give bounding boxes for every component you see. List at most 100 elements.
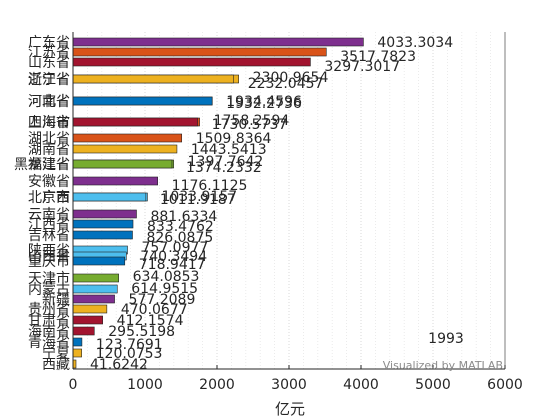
value-label: 826.0875 [146, 230, 213, 246]
bar [72, 176, 158, 186]
bar [72, 74, 235, 84]
x-tick-label: 4000 [343, 377, 379, 393]
value-label: 2300.9654 [253, 70, 329, 86]
value-label: 1033.9157 [161, 189, 237, 205]
credit-text: Visualized by MATLAB [383, 359, 503, 372]
value-label: 1934.4596 [226, 94, 302, 110]
x-axis-title: 亿元 [275, 400, 305, 418]
category-label: 广西 [42, 190, 70, 206]
bar [72, 144, 178, 154]
value-label: 3517.7823 [340, 49, 416, 65]
category-label: 辽宁省 [28, 71, 70, 88]
category-label: 内蒙古 [28, 282, 70, 298]
value-label: 123.7691 [96, 337, 163, 353]
value-label: 41.6242 [90, 357, 148, 373]
category-label: 吉林省 [28, 228, 70, 244]
bar [72, 315, 103, 325]
value-label: 833.4762 [147, 219, 214, 235]
category-label: 宁夏 [42, 345, 70, 362]
bar [72, 117, 198, 127]
bar [72, 326, 95, 336]
category-label: 北京市 [28, 189, 70, 206]
bar [72, 273, 119, 283]
value-label: 1397.7642 [188, 154, 264, 170]
value-label: 1758.2594 [214, 113, 290, 129]
value-label: 120.0753 [96, 346, 163, 362]
bar [72, 192, 147, 202]
category-label: 福建省 [28, 157, 70, 173]
bar [72, 230, 133, 240]
value-label: 470.0677 [121, 302, 188, 318]
category-label: 西藏 [42, 357, 70, 373]
category-label: 新疆 [42, 292, 70, 308]
category-label: 四川省 [28, 115, 70, 131]
category-label: 山西省 [28, 249, 70, 265]
bar [72, 337, 83, 347]
category-label: 江苏省 [28, 45, 70, 61]
category-label: 江西省 [28, 217, 70, 233]
category-label: 陕西省 [28, 243, 70, 259]
category-label: 广东省 [28, 35, 70, 51]
value-label: 577.2089 [129, 292, 196, 308]
category-label: 云南省 [28, 207, 70, 223]
value-label: 718.9417 [139, 257, 206, 273]
value-label: 881.6334 [150, 209, 217, 225]
x-tick-label: 5000 [415, 377, 451, 393]
category-label: 重庆市 [28, 253, 70, 270]
value-label: 757.0977 [142, 240, 209, 256]
category-label: 海南省 [28, 324, 70, 340]
category-label: 湖北省 [28, 131, 70, 147]
value-label: 634.0853 [133, 269, 200, 285]
x-tick-label: 3000 [271, 377, 307, 393]
value-labels: 4033.30343517.78233297.30172300.96542232… [90, 35, 453, 373]
category-label: 贵州省 [28, 302, 70, 318]
category-label: 青海省 [28, 335, 70, 351]
bar [72, 57, 311, 67]
bar [72, 209, 137, 219]
x-tick-label: 2000 [199, 377, 235, 393]
axes: 0 1000 2000 3000 4000 5000 6000 [69, 32, 523, 393]
value-label: 1011.9187 [160, 192, 236, 208]
value-label: 614.9515 [131, 281, 198, 297]
bar [72, 256, 126, 266]
bar [72, 47, 327, 57]
category-label: 河南省 [28, 94, 70, 110]
bar [72, 304, 108, 314]
category-label: 河北省 [28, 94, 70, 110]
bar [72, 37, 364, 47]
bar [72, 159, 173, 169]
bar [72, 348, 82, 358]
year-label: 1993 [428, 331, 464, 347]
bar [72, 284, 118, 294]
category-label: 黑龙江省 [14, 157, 70, 173]
category-labels: 广东省江苏省山东省浙江省辽宁省河南省河北省四川省上海市湖北省湖南省黑龙江省福建省… [14, 35, 70, 373]
value-label: 1509.8364 [196, 131, 272, 147]
category-label: 甘肃省 [28, 313, 70, 329]
x-tick-label: 0 [69, 377, 78, 393]
x-tick-label: 6000 [487, 377, 523, 393]
value-label: 1730.5737 [212, 117, 288, 133]
value-label: 412.1574 [117, 313, 184, 329]
value-label: 1374.2332 [186, 160, 262, 176]
x-tick-label: 1000 [127, 377, 163, 393]
value-label: 4033.3034 [377, 35, 453, 51]
value-label: 1176.1125 [172, 178, 248, 194]
value-label: 1443.5413 [191, 142, 267, 158]
value-label: 740.3494 [140, 249, 207, 265]
category-label: 湖南省 [28, 142, 70, 158]
category-label: 山东省 [28, 55, 70, 71]
value-label: 1932.2736 [226, 96, 302, 112]
bar [72, 96, 213, 106]
bar [72, 133, 183, 143]
value-label: 3297.3017 [324, 59, 400, 75]
bars [72, 37, 364, 369]
category-label: 浙江省 [28, 72, 70, 88]
value-label: 2232.0457 [248, 76, 324, 92]
bar [72, 294, 115, 304]
category-label: 安徽省 [28, 174, 70, 190]
value-label: 295.5198 [108, 324, 175, 340]
bar [72, 219, 134, 229]
category-label: 上海市 [28, 114, 70, 131]
category-label: 天津市 [28, 270, 70, 287]
